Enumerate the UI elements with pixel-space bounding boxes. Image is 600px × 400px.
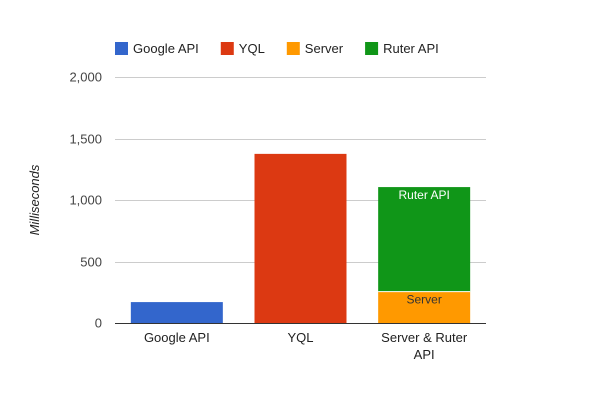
y-axis-ticks: 0 500 1,000 1,500 2,000: [69, 70, 102, 331]
legend-label-yql: YQL: [239, 41, 265, 56]
bar-yql-yql: [254, 153, 347, 323]
x-axis-categories: Google API YQL Server & Ruter API: [144, 330, 468, 362]
y-tick-label-500: 500: [80, 255, 102, 270]
legend: Google API YQL Server Ruter API: [115, 41, 439, 56]
legend-swatch-google-api: [115, 42, 128, 55]
y-tick-label-1000: 1,000: [69, 193, 102, 208]
bar-label-server: Server: [406, 293, 441, 307]
legend-label-ruter-api: Ruter API: [383, 41, 439, 56]
y-tick-label-2000: 2,000: [69, 70, 102, 85]
legend-label-google-api: Google API: [133, 41, 199, 56]
x-category-label-server-ruter-api: Server & Ruter API: [381, 330, 468, 362]
bar-server-ruter-api-ruter-api: [378, 187, 471, 292]
y-axis-label: Milliseconds: [27, 164, 42, 235]
bar-label-ruter-api: Ruter API: [398, 188, 449, 202]
y-tick-label-1500: 1,500: [69, 132, 102, 147]
legend-swatch-ruter-api: [365, 42, 379, 55]
legend-label-server: Server: [305, 41, 344, 56]
bar-google-api-google-api: [130, 302, 223, 323]
x-category-label-yql: YQL: [287, 330, 313, 345]
legend-swatch-server: [286, 42, 300, 55]
bar-server-ruter-api-server: [378, 291, 471, 323]
bars: Server Ruter API: [130, 153, 471, 323]
x-category-label-google-api: Google API: [144, 330, 210, 345]
y-tick-label-0: 0: [95, 316, 102, 331]
legend-swatch-yql: [220, 42, 234, 55]
